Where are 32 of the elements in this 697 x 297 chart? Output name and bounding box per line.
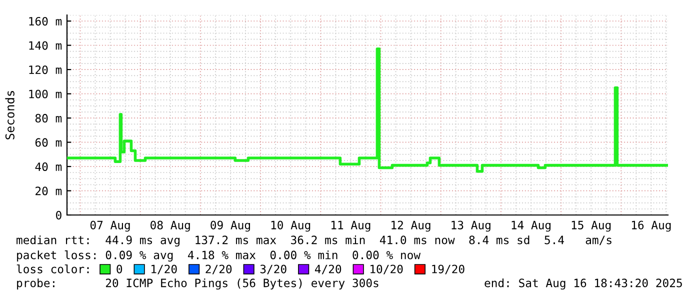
y-tick-label: 0	[56, 210, 62, 220]
x-tick-label: 09 Aug	[210, 220, 250, 232]
y-tick-label: 60 m	[35, 138, 62, 147]
x-tick-label: 12 Aug	[392, 220, 430, 232]
y-axis-title: Seconds	[5, 91, 14, 140]
y-tick-label: 140 m	[29, 41, 62, 50]
y-tick-label: 40 m	[35, 162, 62, 172]
y-tick-label: 100 m	[29, 90, 62, 98]
legend-label: 3/20	[260, 264, 286, 274]
legend-title: loss color:	[16, 264, 89, 274]
x-tick-label: 16 Aug	[632, 220, 671, 232]
x-tick-label: 15 Aug	[572, 220, 611, 232]
legend-label: 4/20	[314, 264, 342, 274]
legend-label: 19/20	[432, 264, 464, 274]
x-tick-label: 07 Aug	[90, 220, 130, 232]
text: probe: 20 ICMP Echo Pings (56 Bytes) every 300s	[17, 278, 378, 290]
x-tick-label: 08 Aug	[150, 220, 190, 232]
legend-label: 0	[116, 264, 122, 274]
x-tick-label: 11 Aug	[331, 220, 370, 232]
legend-label: 1/20	[152, 264, 177, 274]
x-tick-label: 10 Aug	[271, 220, 310, 232]
legend-label: 10/20	[370, 264, 403, 274]
x-tick-label: 13 Aug	[452, 220, 490, 232]
text: packet loss: 0.09 % avg 4.18 % max 0.00 % min 0.00 % now	[17, 250, 421, 262]
x-tick-label: 14 Aug	[512, 220, 550, 232]
y-tick-label: 80 m	[35, 114, 62, 123]
y-tick-label: 160 m	[29, 16, 62, 26]
text: median rtt: 44.9 ms avg 137.2 ms max 36.2 ms min 41.0 ms now 8.4 ms sd 5.4 am/s	[16, 235, 612, 247]
y-tick-label: 20 m	[36, 186, 62, 196]
text: end: Sat Aug 16 18:43:20 2025	[484, 278, 682, 290]
legend-label: 2/20	[206, 264, 232, 274]
y-tick-label: 120 m	[29, 65, 62, 74]
